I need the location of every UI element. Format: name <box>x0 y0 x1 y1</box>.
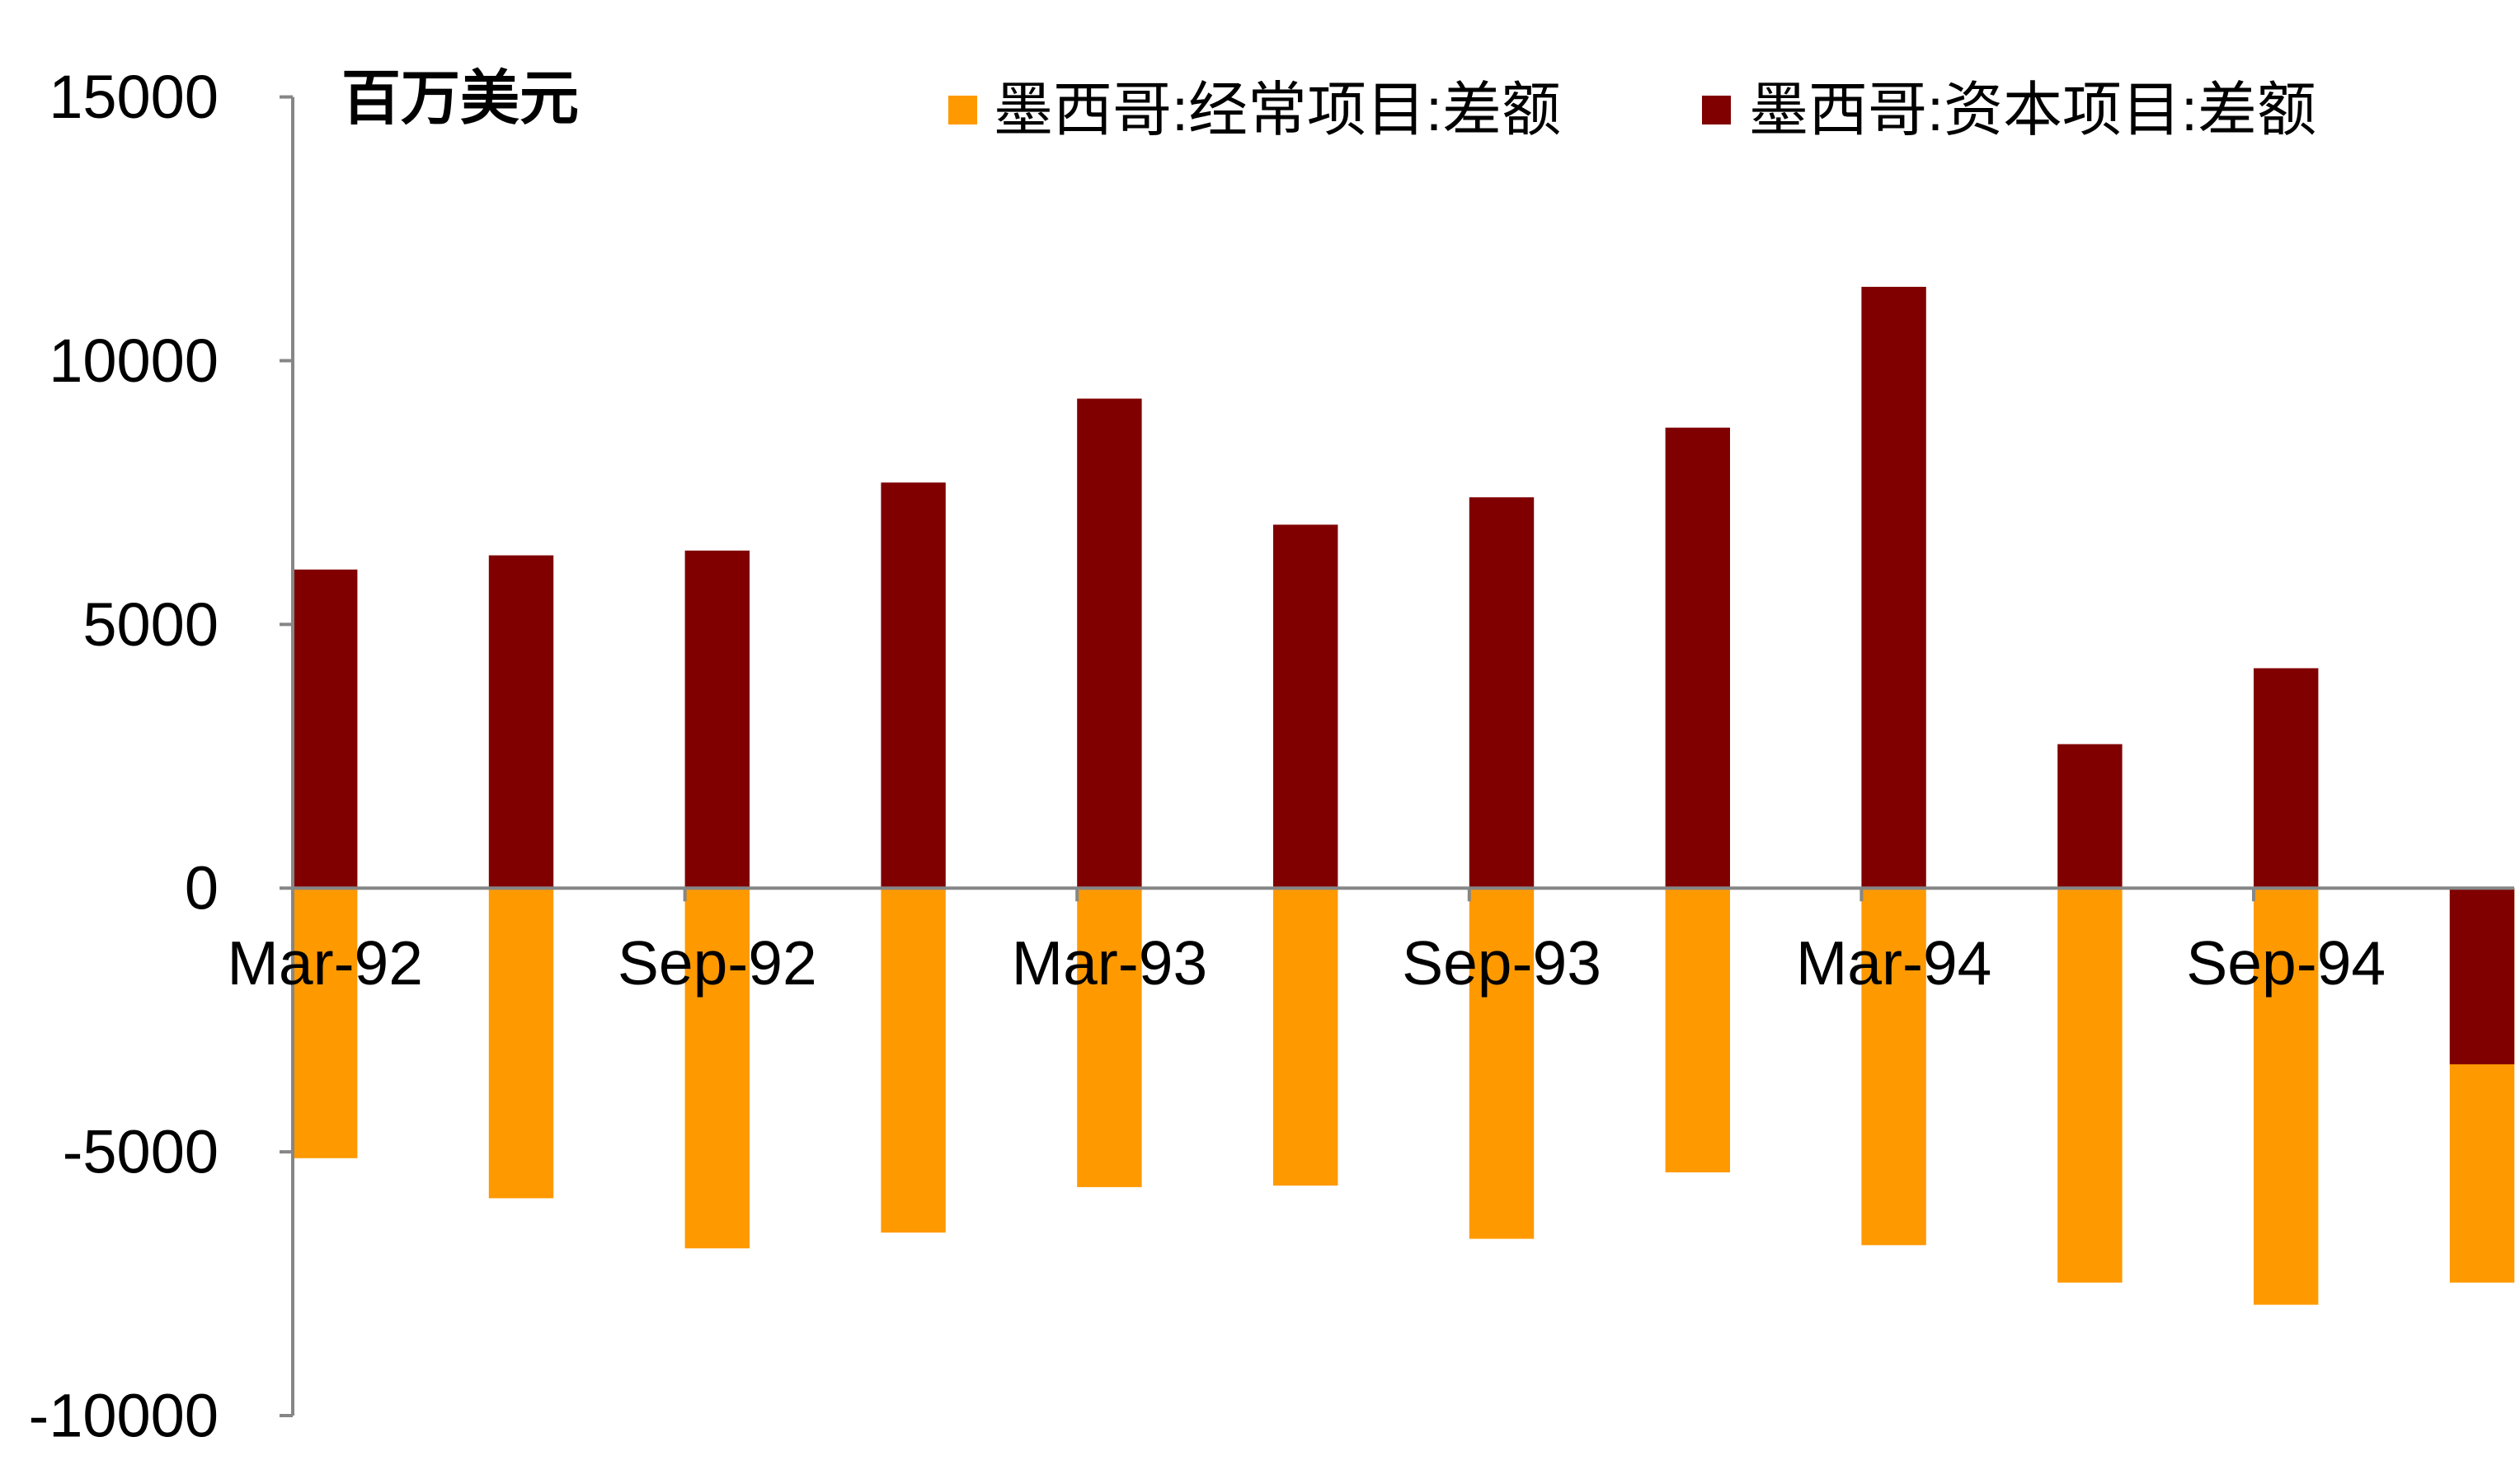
capital-account-bar-11 <box>2449 888 2515 1064</box>
y-axis-tick-label: 15000 <box>49 63 219 131</box>
y-axis-unit-label: 百万美元 <box>341 66 579 132</box>
legend-entry-current-account: 墨西哥:经常项目:差额 <box>948 77 1561 143</box>
x-axis-tick-label: Mar-92 <box>227 928 423 998</box>
x-axis-tick-label: Mar-94 <box>1796 928 1992 998</box>
capital-account-bar-4 <box>1077 398 1142 889</box>
y-axis-tick-labels: 15000 10000 5000 0 -5000 -10000 <box>29 63 219 1449</box>
capital-account-bar-10 <box>2254 668 2319 889</box>
capital-account-bar-3 <box>881 482 946 889</box>
x-axis-tick-label: Sep-92 <box>618 928 817 998</box>
capital-account-bar-6 <box>1469 497 1535 889</box>
current-account-bar-9 <box>2057 888 2123 1283</box>
capital-account-bar-1 <box>488 555 554 889</box>
current-account-bar-2 <box>684 888 750 1249</box>
legend: 墨西哥:经常项目:差额 墨西哥:资本项目:差额 <box>948 77 2316 143</box>
current-account-bar-3 <box>881 888 946 1233</box>
legend-entry-capital-account: 墨西哥:资本项目:差额 <box>1702 77 2316 143</box>
current-account-bar-1 <box>488 888 554 1199</box>
y-axis-tick-label: 0 <box>185 854 219 923</box>
current-account-bar-0 <box>293 888 358 1158</box>
x-axis-tick-label: Sep-94 <box>2186 928 2386 998</box>
capital-account-bar-5 <box>1273 524 1338 889</box>
capital-account-bar-7 <box>1665 427 1730 889</box>
capital-account-bar-8 <box>1861 286 1926 889</box>
capital-account-bar-9 <box>2057 744 2123 889</box>
current-account-bar-10 <box>2254 888 2319 1305</box>
y-axis-tick-label: -5000 <box>63 1118 219 1186</box>
legend-swatch-current-account <box>948 96 977 124</box>
current-account-bar-5 <box>1273 888 1338 1186</box>
current-account-bar-6 <box>1469 888 1535 1239</box>
bars-layer <box>293 286 2515 1305</box>
current-account-bar-8 <box>1861 888 1926 1246</box>
legend-label-current-account: 墨西哥:经常项目:差额 <box>994 77 1561 143</box>
x-axis-tick-labels: Mar-92 Sep-92 Mar-93 Sep-93 Mar-94 Sep-94 <box>227 928 2386 998</box>
y-axis-tick-label: 5000 <box>82 590 219 659</box>
y-axis-tick-label: -10000 <box>29 1382 219 1450</box>
capital-account-bar-0 <box>293 569 358 889</box>
x-axis-tick-label: Sep-93 <box>1402 928 1601 998</box>
y-axis-tick-label: 10000 <box>49 326 219 395</box>
x-axis-tick-label: Mar-93 <box>1012 928 1208 998</box>
legend-label-capital-account: 墨西哥:资本项目:差额 <box>1749 77 2316 143</box>
axes-layer <box>280 95 2514 1417</box>
current-account-bar-7 <box>1665 888 1730 1172</box>
legend-swatch-capital-account <box>1702 96 1731 124</box>
current-account-bar-4 <box>1077 888 1142 1187</box>
capital-account-bar-2 <box>684 550 750 889</box>
